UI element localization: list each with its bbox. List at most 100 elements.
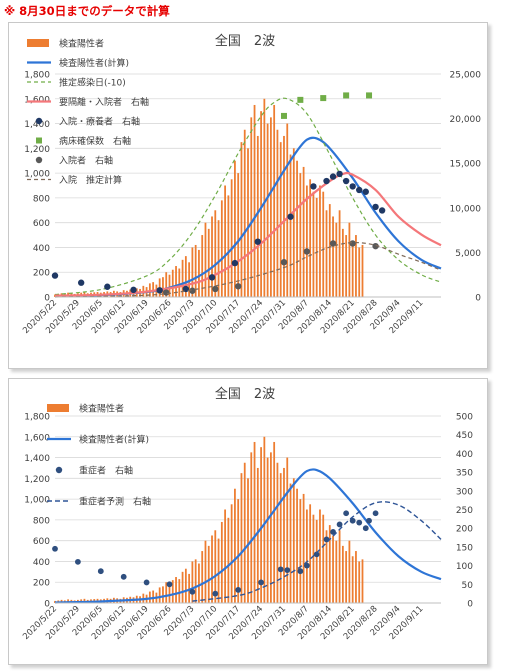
data-point bbox=[143, 579, 150, 586]
data-point-square bbox=[343, 92, 350, 99]
bar bbox=[250, 117, 253, 297]
bar bbox=[361, 559, 364, 603]
bar bbox=[181, 571, 184, 603]
bar bbox=[345, 551, 348, 603]
data-point bbox=[287, 213, 294, 220]
data-point bbox=[254, 238, 262, 245]
y-right-tick-label: 20,000 bbox=[450, 115, 482, 125]
bar bbox=[319, 185, 321, 297]
y-left-tick-label: 1,400 bbox=[24, 454, 50, 464]
bar bbox=[171, 580, 174, 603]
bar bbox=[345, 235, 348, 297]
data-point bbox=[212, 590, 219, 597]
bar bbox=[253, 104, 256, 297]
bar bbox=[305, 185, 308, 297]
bar bbox=[355, 235, 357, 297]
bar bbox=[201, 235, 204, 297]
data-point bbox=[77, 279, 85, 286]
bar bbox=[305, 509, 308, 603]
bar bbox=[309, 179, 312, 297]
bar bbox=[224, 509, 226, 603]
y-right-tick-label: 200 bbox=[456, 525, 473, 535]
data-point bbox=[104, 283, 111, 290]
legend-label: 検査陽性者(計算) bbox=[79, 434, 149, 446]
y-left-tick-label: 600 bbox=[33, 219, 50, 229]
bar bbox=[263, 436, 266, 603]
y-left-tick-label: 0 bbox=[44, 294, 50, 304]
legend-label: 検査陽性者(計算) bbox=[59, 57, 129, 69]
bar bbox=[348, 222, 351, 297]
y-left-tick-label: 1,200 bbox=[24, 145, 50, 155]
bar bbox=[273, 441, 276, 603]
bar bbox=[341, 228, 344, 297]
line-est-infection bbox=[54, 97, 442, 296]
legend-swatch-square bbox=[36, 137, 42, 144]
bar bbox=[296, 160, 298, 297]
bar bbox=[315, 197, 318, 297]
bars-positive bbox=[54, 436, 364, 603]
bar bbox=[256, 467, 259, 603]
bar bbox=[234, 488, 236, 603]
y-right-tick-label: 0 bbox=[467, 600, 473, 610]
data-point bbox=[362, 525, 369, 532]
bar bbox=[358, 247, 361, 297]
data-point bbox=[163, 289, 170, 296]
legend-label: 重症者予測 右軸 bbox=[79, 496, 151, 508]
y-right-tick-label: 0 bbox=[475, 294, 481, 304]
bar bbox=[279, 142, 282, 297]
legend-swatch-circle bbox=[35, 117, 43, 125]
bar bbox=[165, 272, 168, 297]
bar bbox=[250, 452, 253, 603]
y-left-tick-label: 200 bbox=[33, 579, 50, 589]
y-left-tick-label: 1,600 bbox=[24, 95, 50, 105]
legend-label: 入院・療養者 右軸 bbox=[59, 116, 140, 128]
y-right-tick-label: 250 bbox=[456, 506, 473, 516]
bar bbox=[162, 277, 164, 297]
bar bbox=[292, 478, 295, 603]
bar bbox=[312, 514, 315, 603]
legend-swatch-bar bbox=[27, 39, 49, 47]
bar bbox=[227, 517, 230, 603]
data-point bbox=[362, 188, 369, 195]
bar bbox=[289, 483, 292, 603]
data-point bbox=[366, 517, 372, 524]
data-point-square bbox=[280, 112, 287, 119]
data-point bbox=[372, 510, 379, 517]
data-point bbox=[349, 183, 356, 190]
data-point bbox=[356, 519, 363, 526]
data-point bbox=[235, 587, 242, 593]
y-left-tick-label: 200 bbox=[33, 269, 50, 279]
bar bbox=[194, 559, 197, 603]
bar bbox=[181, 259, 184, 297]
bar bbox=[198, 249, 200, 297]
y-left-tick-label: 800 bbox=[33, 194, 50, 204]
bar bbox=[325, 210, 328, 297]
bar bbox=[247, 148, 249, 297]
bar bbox=[211, 535, 213, 603]
line-severe-pred bbox=[192, 501, 442, 602]
y-right-tick-label: 450 bbox=[456, 431, 473, 441]
markers bbox=[280, 92, 373, 119]
data-point bbox=[156, 287, 163, 294]
chart-panel-wave2-severe: 0 200 400 600 800 1,000 1,200 1,400 1,600 1,800 0 5… bbox=[8, 378, 488, 665]
bar bbox=[191, 561, 194, 603]
bar bbox=[351, 556, 354, 603]
data-point bbox=[51, 272, 59, 279]
bar bbox=[312, 191, 315, 297]
legend-label: 入院 推定計算 bbox=[59, 174, 122, 186]
y-right-tick-label: 5,000 bbox=[455, 249, 481, 259]
data-cutoff-note: ※ 8月30日までのデータで計算 bbox=[4, 4, 170, 18]
bar bbox=[211, 216, 213, 297]
data-point bbox=[303, 562, 310, 569]
bar bbox=[194, 244, 197, 297]
bar bbox=[188, 262, 191, 297]
legend-label: 推定感染日(-10) bbox=[59, 77, 126, 89]
bar bbox=[243, 129, 246, 297]
data-point bbox=[166, 581, 173, 588]
bar bbox=[283, 467, 285, 603]
bar bbox=[322, 191, 325, 297]
bar bbox=[302, 493, 305, 603]
y-left-tick-label: 0 bbox=[44, 600, 50, 610]
bar bbox=[286, 457, 289, 603]
bar bbox=[338, 530, 341, 603]
